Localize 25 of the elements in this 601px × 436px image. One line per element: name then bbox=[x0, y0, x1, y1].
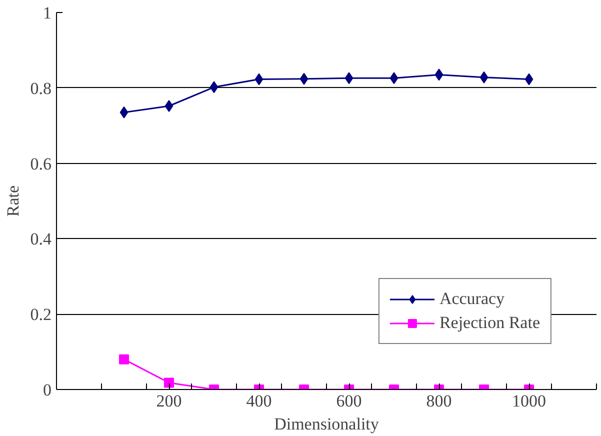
point bbox=[480, 71, 488, 84]
x-axis-title: Dimensionality bbox=[274, 414, 380, 434]
point bbox=[300, 72, 308, 85]
x-tick-label: 200 bbox=[156, 392, 182, 410]
point bbox=[120, 106, 128, 118]
x-tick-label: 800 bbox=[426, 392, 452, 410]
point bbox=[254, 73, 264, 86]
y-tick-label: 0.8 bbox=[30, 78, 52, 98]
y-tick-label: 0.2 bbox=[30, 305, 52, 324]
point bbox=[210, 81, 218, 94]
y-tick-label: 1 bbox=[43, 4, 52, 22]
y-tick-label: 0.4 bbox=[30, 230, 52, 249]
point bbox=[524, 73, 534, 86]
legend-label: Accuracy bbox=[439, 289, 505, 309]
point bbox=[434, 68, 444, 81]
x-tick-label: 600 bbox=[336, 392, 362, 410]
x-tick-label: 400 bbox=[246, 392, 272, 410]
y-axis-title: Rate bbox=[3, 185, 22, 217]
y-tick-label: 0 bbox=[43, 380, 52, 400]
point bbox=[164, 100, 174, 112]
legend-label: Rejection Rate bbox=[439, 313, 540, 333]
x-tick-label: 1000 bbox=[512, 392, 546, 410]
point bbox=[344, 72, 354, 84]
point bbox=[390, 72, 398, 84]
y-tick-label: 0.6 bbox=[30, 154, 52, 174]
